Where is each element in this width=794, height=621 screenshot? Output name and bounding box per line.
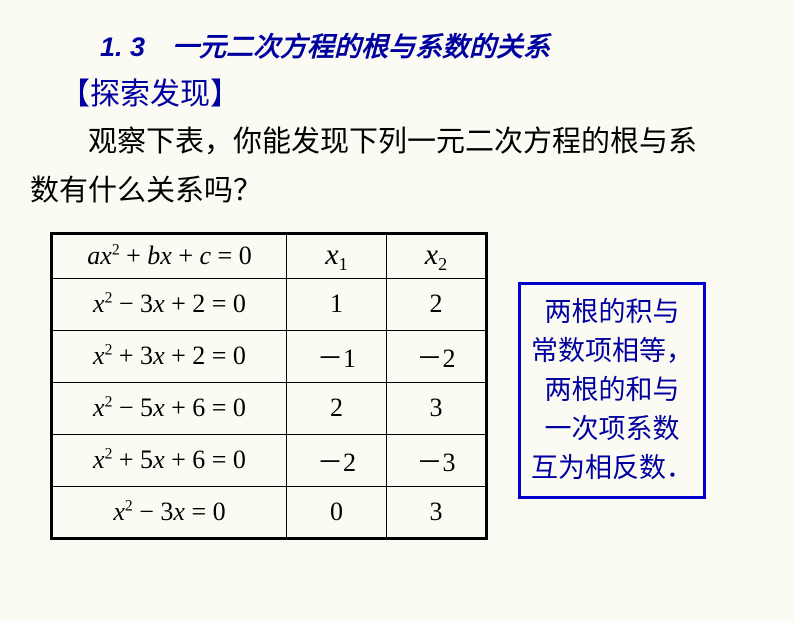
- table-row: x2 + 3x + 2 = 0 －1 －2: [52, 330, 487, 382]
- cell-equation: x2 − 5x + 6 = 0: [52, 382, 287, 434]
- header-x1: x1: [287, 233, 387, 278]
- table-row: x2 − 5x + 6 = 0 2 3: [52, 382, 487, 434]
- callout-line: 两根的积与: [531, 293, 693, 332]
- callout-line: 一次项系数: [531, 410, 693, 449]
- cell-equation: x2 − 3x + 2 = 0: [52, 278, 287, 330]
- table-header-row: ax2 + bx + c = 0 x1 x2: [52, 233, 487, 278]
- cell-x1: －1: [287, 330, 387, 382]
- section-subtitle: 【探索发现】: [60, 69, 794, 113]
- cell-x1: 0: [287, 486, 387, 538]
- callout-line: 两根的和与: [531, 371, 693, 410]
- cell-x2: 3: [387, 486, 487, 538]
- cell-x2: －2: [387, 330, 487, 382]
- callout-box: 两根的积与 常数项相等， 两根的和与 一次项系数 互为相反数．: [518, 282, 706, 500]
- header-x2: x2: [387, 233, 487, 278]
- table-row: x2 − 3x + 2 = 0 1 2: [52, 278, 487, 330]
- cell-x1: －2: [287, 434, 387, 486]
- table-row: x2 + 5x + 6 = 0 －2 －3: [52, 434, 487, 486]
- cell-equation: x2 − 3x = 0: [52, 486, 287, 538]
- section-title: 1. 3 一元二次方程的根与系数的关系: [100, 25, 794, 64]
- cell-x2: 3: [387, 382, 487, 434]
- callout-line: 常数项相等，: [531, 332, 693, 371]
- cell-x1: 2: [287, 382, 387, 434]
- cell-x2: －3: [387, 434, 487, 486]
- body-line-1: 观察下表，你能发现下列一元二次方程的根与系: [30, 118, 764, 167]
- table-row: x2 − 3x = 0 0 3: [52, 486, 487, 538]
- equations-table: ax2 + bx + c = 0 x1 x2 x2 − 3x + 2 = 0 1…: [50, 232, 488, 540]
- cell-x1: 1: [287, 278, 387, 330]
- body-line-2: 数有什么关系吗？: [30, 167, 764, 216]
- cell-equation: x2 + 3x + 2 = 0: [52, 330, 287, 382]
- header-equation: ax2 + bx + c = 0: [52, 233, 287, 278]
- callout-line: 互为相反数．: [531, 449, 693, 488]
- cell-equation: x2 + 5x + 6 = 0: [52, 434, 287, 486]
- cell-x2: 2: [387, 278, 487, 330]
- content-row: ax2 + bx + c = 0 x1 x2 x2 − 3x + 2 = 0 1…: [0, 232, 794, 540]
